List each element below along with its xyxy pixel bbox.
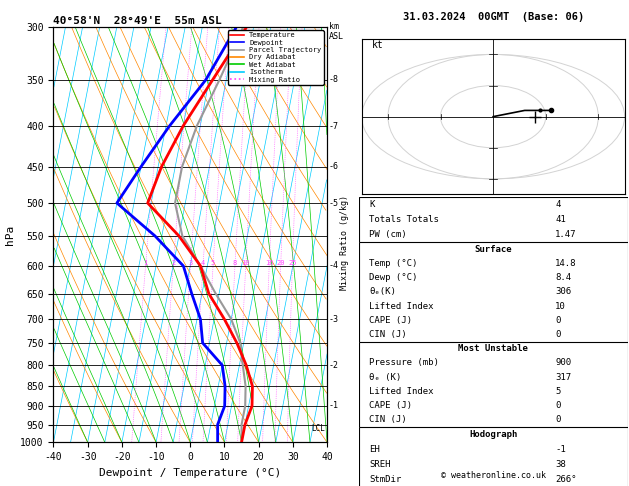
Text: 1.47: 1.47	[555, 230, 577, 239]
Text: 16: 16	[265, 260, 274, 266]
Text: CAPE (J): CAPE (J)	[369, 401, 412, 410]
Text: 1: 1	[143, 260, 148, 266]
Text: 3: 3	[188, 260, 192, 266]
Text: SREH: SREH	[369, 460, 391, 469]
Y-axis label: hPa: hPa	[4, 225, 14, 244]
Text: -6: -6	[329, 162, 339, 171]
Text: 31.03.2024  00GMT  (Base: 06): 31.03.2024 00GMT (Base: 06)	[403, 12, 584, 22]
Text: 4: 4	[555, 200, 560, 209]
Text: 8.4: 8.4	[555, 273, 571, 282]
Text: PW (cm): PW (cm)	[369, 230, 407, 239]
Text: 10: 10	[242, 260, 250, 266]
Text: 41: 41	[555, 215, 566, 224]
Text: θₑ (K): θₑ (K)	[369, 373, 401, 382]
Text: -2: -2	[329, 361, 339, 370]
Text: Hodograph: Hodograph	[469, 430, 517, 439]
Text: -5: -5	[329, 199, 339, 208]
Text: CIN (J): CIN (J)	[369, 330, 407, 339]
Legend: Temperature, Dewpoint, Parcel Trajectory, Dry Adiabat, Wet Adiabat, Isotherm, Mi: Temperature, Dewpoint, Parcel Trajectory…	[228, 30, 323, 85]
Text: StmDir: StmDir	[369, 475, 401, 484]
Text: Dewp (°C): Dewp (°C)	[369, 273, 418, 282]
Text: Lifted Index: Lifted Index	[369, 387, 434, 396]
Text: 5: 5	[555, 387, 560, 396]
Text: © weatheronline.co.uk: © weatheronline.co.uk	[441, 471, 545, 480]
Text: θₑ(K): θₑ(K)	[369, 287, 396, 296]
Text: 317: 317	[555, 373, 571, 382]
Text: Temp (°C): Temp (°C)	[369, 259, 418, 268]
Text: 266°: 266°	[555, 475, 577, 484]
Text: -1: -1	[329, 401, 339, 410]
Text: kt: kt	[372, 40, 384, 50]
Text: ASL: ASL	[329, 32, 344, 41]
Text: Mixing Ratio (g/kg): Mixing Ratio (g/kg)	[340, 195, 349, 291]
Text: EH: EH	[369, 445, 380, 454]
Text: 8: 8	[233, 260, 237, 266]
Text: 40°58'N  28°49'E  55m ASL: 40°58'N 28°49'E 55m ASL	[53, 16, 222, 26]
Text: Surface: Surface	[474, 244, 512, 254]
Text: Pressure (mb): Pressure (mb)	[369, 358, 439, 367]
Text: 38: 38	[555, 460, 566, 469]
Text: -7: -7	[329, 122, 339, 131]
Text: Lifted Index: Lifted Index	[369, 302, 434, 311]
Text: 25: 25	[288, 260, 297, 266]
Text: 14.8: 14.8	[555, 259, 577, 268]
Text: CAPE (J): CAPE (J)	[369, 316, 412, 325]
Text: CIN (J): CIN (J)	[369, 415, 407, 424]
Text: 0: 0	[555, 330, 560, 339]
Text: 0: 0	[555, 401, 560, 410]
Text: -3: -3	[329, 314, 339, 324]
Text: 2: 2	[171, 260, 175, 266]
Text: 0: 0	[555, 316, 560, 325]
Text: 900: 900	[555, 358, 571, 367]
Text: LCL: LCL	[311, 424, 325, 433]
Text: 5: 5	[211, 260, 215, 266]
Text: 4: 4	[201, 260, 205, 266]
Text: 20: 20	[276, 260, 285, 266]
Text: -4: -4	[329, 261, 339, 270]
Text: 0: 0	[555, 415, 560, 424]
Text: -8: -8	[329, 75, 339, 85]
Text: K: K	[369, 200, 375, 209]
Text: Totals Totals: Totals Totals	[369, 215, 439, 224]
Text: 10: 10	[555, 302, 566, 311]
Text: Most Unstable: Most Unstable	[458, 344, 528, 353]
Text: 306: 306	[555, 287, 571, 296]
X-axis label: Dewpoint / Temperature (°C): Dewpoint / Temperature (°C)	[99, 468, 281, 478]
Text: -1: -1	[555, 445, 566, 454]
Text: km: km	[329, 22, 339, 31]
